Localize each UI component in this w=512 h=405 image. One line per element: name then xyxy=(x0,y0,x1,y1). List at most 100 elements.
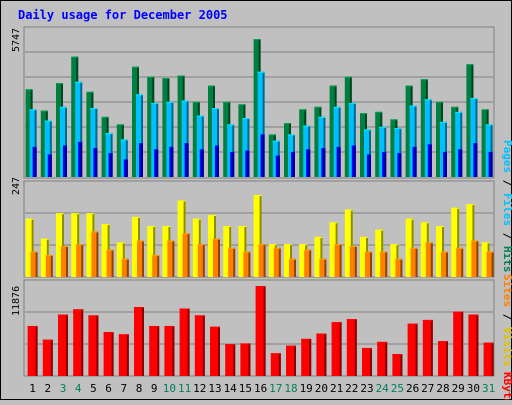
bar-files-23-shadow xyxy=(369,129,371,177)
bar-kbytes-21-highlight xyxy=(331,322,342,324)
x-label-23: 23 xyxy=(360,382,373,395)
bar-sites-1-highlight xyxy=(30,251,38,253)
bar-kbytes-1-highlight xyxy=(27,325,38,327)
bar-sites-4-highlight xyxy=(76,244,84,246)
bar-files-15 xyxy=(242,118,250,177)
bar-pages-16 xyxy=(260,134,265,177)
bar-kbytes-16-highlight xyxy=(255,286,266,287)
bar-sites-31 xyxy=(486,251,494,277)
x-label-20: 20 xyxy=(315,382,328,395)
bar-visits-20-shadow xyxy=(320,236,323,277)
bar-pages-28-highlight xyxy=(443,151,447,153)
bar-kbytes-21-shadow xyxy=(339,322,342,376)
bar-sites-2-shadow xyxy=(50,255,53,277)
bar-hits-21-fill xyxy=(329,85,337,177)
bar-pages-23 xyxy=(367,154,371,177)
legend-sep-1: / xyxy=(501,173,512,193)
bar-pages-30 xyxy=(473,143,478,177)
bar-kbytes-2-fill xyxy=(42,339,53,376)
bar-hits-25-fill xyxy=(390,119,398,177)
bar-pages-25-shadow xyxy=(399,153,402,177)
bar-files-28-fill xyxy=(440,121,447,177)
bar-visits-22 xyxy=(344,209,353,277)
bar-pages-15-highlight xyxy=(245,150,250,152)
bar-kbytes-23-fill xyxy=(362,347,372,376)
bar-pages-26 xyxy=(412,146,417,177)
bar-sites-27 xyxy=(425,242,433,277)
bar-visits-9 xyxy=(147,225,156,277)
bar-visits-16-highlight xyxy=(253,195,262,197)
bar-files-28-highlight xyxy=(440,121,447,123)
bar-files-31-highlight xyxy=(485,124,493,126)
bar-sites-1 xyxy=(30,251,38,277)
bar-hits-7-fill xyxy=(116,124,124,177)
bar-sites-10-shadow xyxy=(172,240,175,277)
bar-sites-26-fill xyxy=(410,247,418,277)
bar-visits-3 xyxy=(56,213,64,277)
bar-hits-22-fill xyxy=(344,76,352,177)
x-label-26: 26 xyxy=(406,382,419,395)
bar-files-16-shadow xyxy=(262,71,265,177)
bar-sites-8-fill xyxy=(137,240,144,277)
bar-sites-13-shadow xyxy=(218,238,220,277)
bar-kbytes-21 xyxy=(331,322,342,376)
bar-kbytes-10-fill xyxy=(164,325,175,376)
bar-hits-7-highlight xyxy=(116,124,124,126)
bar-files-21-shadow xyxy=(338,106,341,177)
bar-files-4-shadow xyxy=(80,81,83,177)
bar-hits-27-highlight xyxy=(420,79,428,81)
legend-hits-panel: Pages / Files / Hits xyxy=(501,140,512,273)
bar-visits-26-fill xyxy=(405,218,414,277)
bar-kbytes-5 xyxy=(88,315,99,376)
bar-hits-13-highlight xyxy=(208,85,215,87)
bar-visits-26-highlight xyxy=(405,218,414,220)
bar-sites-24-shadow xyxy=(385,251,388,277)
bar-files-11-fill xyxy=(181,100,189,177)
bar-kbytes-12 xyxy=(194,315,205,376)
bar-visits-8-highlight xyxy=(132,216,140,218)
bar-files-19-highlight xyxy=(303,125,311,127)
bar-visits-31-fill xyxy=(481,242,490,277)
bar-hits-19-fill xyxy=(299,109,307,177)
bar-files-8-fill xyxy=(136,94,143,177)
bar-sites-17-shadow xyxy=(278,247,281,277)
bar-kbytes-24 xyxy=(377,341,388,376)
bar-kbytes-1-fill xyxy=(27,325,38,376)
bar-files-27-highlight xyxy=(424,99,432,101)
bar-sites-10 xyxy=(167,240,175,277)
bar-files-12-highlight xyxy=(196,115,204,117)
bar-kbytes-20 xyxy=(316,333,327,376)
bar-files-12-fill xyxy=(196,115,204,177)
bar-kbytes-4 xyxy=(73,309,84,376)
bar-kbytes-11-fill xyxy=(179,308,190,376)
bar-kbytes-30-fill xyxy=(468,314,479,376)
bar-sites-5-shadow xyxy=(96,231,99,277)
bar-files-31-shadow xyxy=(490,124,493,177)
bar-pages-21 xyxy=(336,146,341,177)
bar-kbytes-19-highlight xyxy=(301,338,312,340)
x-label-29: 29 xyxy=(452,382,465,395)
bar-visits-19-fill xyxy=(299,244,308,277)
bar-visits-31-highlight xyxy=(481,242,490,244)
bar-kbytes-17-highlight xyxy=(270,353,281,355)
bar-kbytes-8-highlight xyxy=(134,307,144,309)
bar-files-1 xyxy=(29,109,37,177)
bar-visits-17-fill xyxy=(268,244,277,277)
bar-sites-3-fill xyxy=(61,246,68,277)
bar-sites-19-shadow xyxy=(309,249,312,277)
bar-kbytes-29-fill xyxy=(453,311,464,376)
bar-pages-5-shadow xyxy=(95,148,98,177)
bar-kbytes-5-fill xyxy=(88,315,99,376)
bar-files-7 xyxy=(120,139,128,177)
bar-files-26-fill xyxy=(409,105,417,177)
bar-hits-11-fill xyxy=(177,75,185,177)
bar-sites-14-highlight xyxy=(228,247,236,249)
bar-hits-2-fill xyxy=(40,110,48,177)
bar-sites-2-fill xyxy=(45,255,53,277)
bar-kbytes-29-shadow xyxy=(461,311,464,376)
bar-sites-20 xyxy=(319,258,327,277)
bar-pages-31 xyxy=(488,151,493,177)
bar-pages-24-shadow xyxy=(384,151,387,177)
bar-visits-29-highlight xyxy=(451,207,460,209)
bar-sites-7-shadow xyxy=(126,258,129,277)
